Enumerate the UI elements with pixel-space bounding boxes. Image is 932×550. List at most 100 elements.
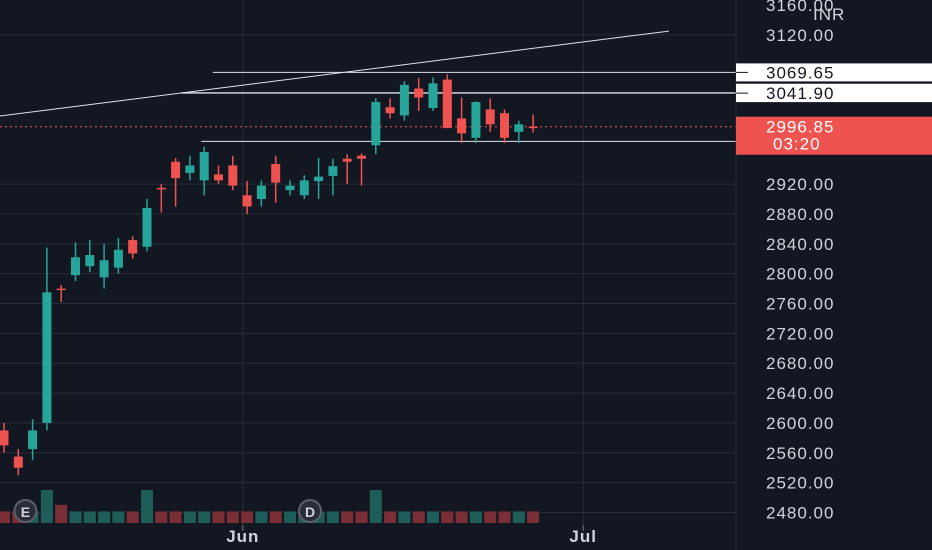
volume-bar	[198, 511, 211, 523]
candle-body[interactable]	[85, 255, 95, 267]
candle-body[interactable]	[342, 158, 352, 162]
trend-line[interactable]	[0, 30, 670, 118]
volume-bar	[0, 511, 10, 523]
volume-bar	[126, 511, 139, 523]
time-tick-label: Jun	[226, 527, 259, 546]
candles[interactable]	[0, 74, 538, 476]
volume-bar	[484, 511, 497, 523]
volume-bars	[0, 490, 540, 523]
volume-bar	[83, 511, 96, 523]
volume-bar	[212, 511, 225, 523]
event-marker[interactable]	[298, 499, 323, 523]
candle-body[interactable]	[357, 155, 366, 159]
price-tick-label: 2640.00	[766, 384, 834, 403]
volume-bar	[55, 504, 68, 523]
candle-body[interactable]	[328, 166, 338, 176]
candle-body[interactable]	[228, 165, 238, 186]
price-axis-top-label: 3160.00	[766, 0, 834, 15]
volume-bar	[398, 511, 411, 523]
candle-body[interactable]	[442, 79, 452, 129]
volume-bar	[98, 511, 111, 523]
candle-body[interactable]	[42, 292, 52, 423]
candle-body[interactable]	[28, 430, 38, 450]
candle-body[interactable]	[13, 456, 23, 468]
volume-bar	[527, 511, 540, 523]
price-tick-label: 2520.00	[766, 474, 834, 493]
candle-body[interactable]	[56, 288, 66, 291]
currency-label[interactable]: INR	[813, 5, 845, 24]
time-axis[interactable]: Jun Jul	[226, 525, 597, 546]
volume-bar	[169, 511, 182, 523]
price-tick-label: 2800.00	[766, 265, 834, 284]
candle-body[interactable]	[528, 126, 538, 129]
candle-body[interactable]	[471, 101, 481, 138]
candle-body[interactable]	[271, 163, 281, 183]
event-marker[interactable]	[13, 499, 38, 523]
volume-bar	[141, 490, 153, 523]
candle-body[interactable]	[500, 113, 509, 138]
countdown-text: 03:20	[773, 135, 821, 154]
volume-bar	[369, 490, 382, 523]
candle-body[interactable]	[142, 207, 152, 247]
candle-body[interactable]	[156, 187, 166, 190]
volume-bar	[469, 511, 482, 523]
price-tick-label: 2920.00	[766, 175, 834, 194]
price-label-box	[736, 84, 932, 103]
volume-bar	[183, 511, 196, 523]
volume-bar	[455, 511, 468, 523]
volume-bar	[155, 511, 168, 523]
horizontal-lines[interactable]	[181, 71, 736, 142]
candle-body[interactable]	[299, 180, 309, 196]
volume-bar	[40, 490, 53, 523]
price-label-box	[736, 63, 932, 82]
candle-body[interactable]	[371, 101, 381, 146]
volume-bar	[412, 511, 425, 523]
candle-body[interactable]	[414, 88, 424, 98]
candle-body[interactable]	[428, 83, 438, 108]
volume-bar	[355, 511, 368, 523]
candle-body[interactable]	[285, 185, 295, 191]
candle-body[interactable]	[314, 176, 324, 182]
candle-body[interactable]	[214, 174, 223, 181]
volume-bar	[512, 511, 525, 523]
candle-body[interactable]	[514, 124, 524, 132]
price-tick-label: 2560.00	[766, 444, 834, 463]
price-tick-label: 2480.00	[766, 504, 834, 523]
volume-bar	[441, 511, 454, 523]
candle-body[interactable]	[113, 249, 123, 268]
candle-body[interactable]	[71, 257, 80, 276]
price-axis[interactable]: 3160.00 INR 3120.00 2920.00 2880.00 2840.00…	[766, 0, 845, 523]
chart-grid	[0, 0, 736, 525]
price-tick-label: 3120.00	[766, 26, 834, 45]
candle-body[interactable]	[457, 118, 467, 134]
price-label-text: 3041.90	[766, 84, 834, 103]
candle-body[interactable]	[385, 107, 395, 114]
last-price-box	[736, 116, 932, 155]
candle-body[interactable]	[485, 109, 495, 125]
candle-body[interactable]	[242, 195, 252, 207]
volume-bar	[226, 511, 239, 523]
candle-body[interactable]	[256, 185, 266, 200]
volume-bar	[112, 511, 125, 523]
price-tick-label: 2880.00	[766, 205, 834, 224]
candle-body[interactable]	[171, 161, 181, 179]
volume-bar	[427, 511, 439, 523]
price-tick-label: 2840.00	[766, 235, 834, 254]
candle-body[interactable]	[399, 84, 409, 116]
candle-body[interactable]	[99, 260, 109, 278]
volume-bar	[384, 511, 397, 523]
volume-bar	[498, 511, 511, 523]
candle-body[interactable]	[0, 430, 9, 446]
volume-bar	[241, 511, 254, 523]
candle-body[interactable]	[199, 152, 209, 181]
volume-bar	[284, 511, 296, 523]
volume-bar	[69, 511, 82, 523]
price-tick-label: 2760.00	[766, 295, 834, 314]
candle-body[interactable]	[185, 165, 195, 173]
last-price-text: 2996.85	[766, 118, 834, 137]
price-tick-label: 2680.00	[766, 354, 834, 373]
candle-body[interactable]	[128, 240, 138, 254]
